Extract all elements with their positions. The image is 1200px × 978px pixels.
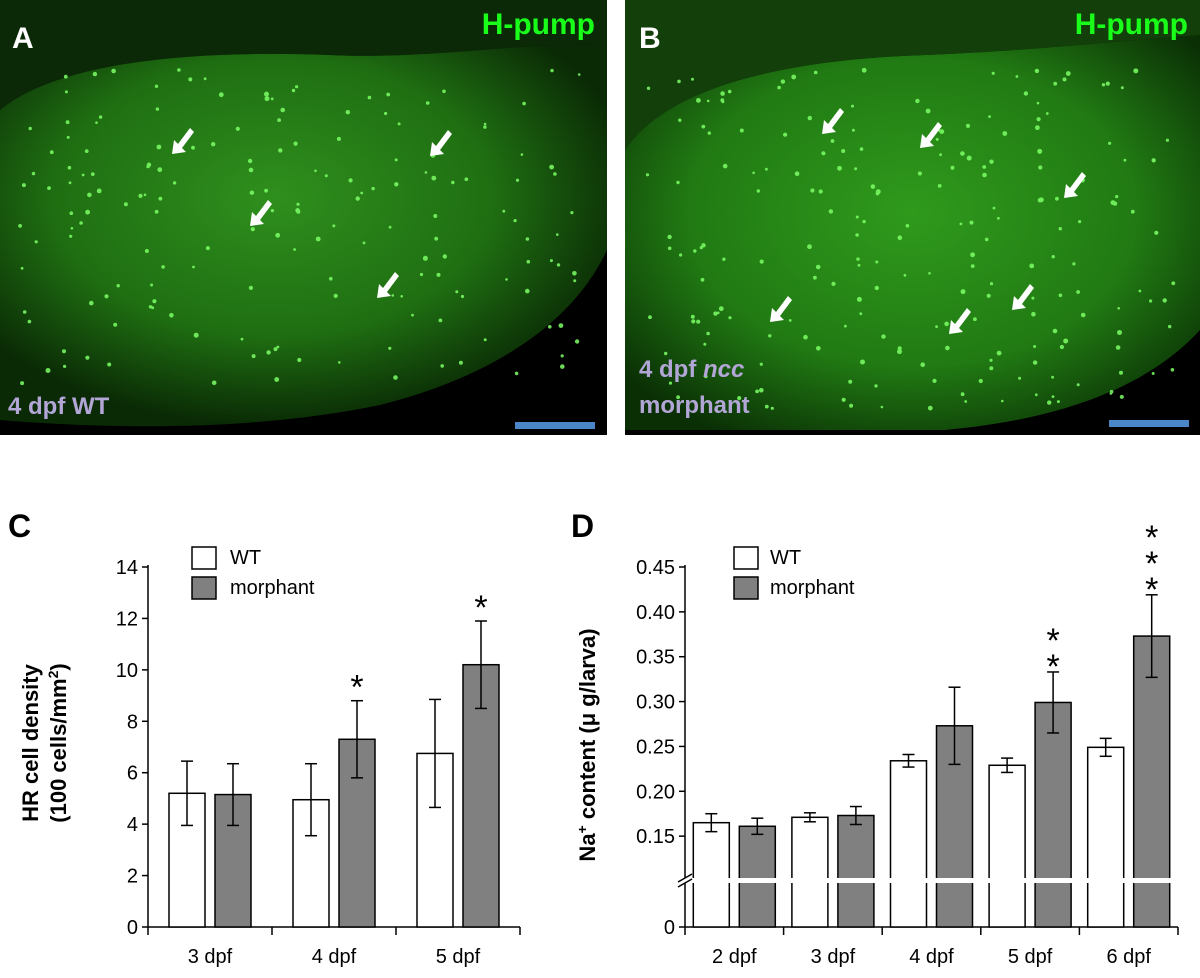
- y-tick-label: 2: [127, 866, 138, 888]
- y-tick-label: 0.15: [636, 826, 675, 848]
- micrograph-image-a: A H-pump 4 dpf WT: [0, 0, 607, 435]
- panel-a-caption: 4 dpf WT: [8, 393, 110, 420]
- x-tick-label: 2 dpf: [712, 946, 757, 968]
- y-axis-label-c: HR cell density (100 cells/mm2): [18, 663, 71, 822]
- bar-WT: [692, 821, 731, 928]
- legend-label-morphant: morphant: [230, 577, 315, 599]
- x-tick-label: 5 dpf: [436, 946, 481, 968]
- bar-WT: [889, 760, 928, 928]
- legend-swatch-morphant: [191, 576, 217, 600]
- panel-letter-a: A: [12, 22, 34, 55]
- svg-text:HR cell density: HR cell density: [18, 663, 43, 821]
- panel-a-title: H-pump: [482, 8, 595, 41]
- panel-letter-c: C: [8, 508, 31, 544]
- panel-b-title: H-pump: [1075, 8, 1188, 41]
- y-tick-label: 12: [116, 608, 138, 630]
- x-tick-label: 6 dpf: [1106, 946, 1151, 968]
- legend-label-morphant: morphant: [770, 577, 855, 599]
- micrograph-panel-a: A H-pump 4 dpf WT: [0, 0, 607, 435]
- y-tick-label: 0: [127, 917, 138, 939]
- x-tick-label: 3 dpf: [811, 946, 856, 968]
- legend-swatch-morphant: [733, 576, 759, 600]
- bar-morphant: [738, 825, 777, 928]
- y-tick-label: 10: [116, 660, 138, 682]
- arrow-icon: [770, 108, 1086, 334]
- panel-b-caption-line2: morphant: [639, 392, 750, 419]
- chart-d-svg: D Na+ content (μ g/larva) 0.15 0.20 0.25 0.…: [571, 508, 1179, 968]
- y-tick-label: 0.35: [636, 647, 675, 669]
- chart-c-svg: C HR cell density (100 cells/mm2) 0 2 4 6 8 1…: [8, 508, 521, 968]
- bar-morphant: [837, 814, 875, 928]
- axis-break-mark: [677, 878, 693, 888]
- legend-swatch-WT: [733, 546, 759, 570]
- axis-break-mark: [677, 873, 693, 883]
- x-tick-label: 3 dpf: [188, 946, 233, 968]
- panel-letter-d: D: [571, 508, 594, 544]
- bar-WT: [791, 816, 829, 928]
- y-tick-label: 0.30: [636, 692, 675, 714]
- y-tick-label: 4: [127, 814, 138, 836]
- micrograph-image-b: B H-pump 4 dpf ncc morphant: [625, 0, 1200, 435]
- y-tick-label: 6: [127, 763, 138, 785]
- significance-marker: *: [1145, 519, 1158, 557]
- panel-letter-b: B: [639, 22, 661, 55]
- y-tick-label: 0.40: [636, 602, 675, 624]
- panel-b-caption-line1: 4 dpf ncc: [639, 356, 744, 383]
- significance-marker: *: [1046, 622, 1059, 660]
- significance-marker: *: [350, 669, 363, 707]
- y-tick-label: 8: [127, 711, 138, 733]
- bar-WT: [988, 764, 1026, 928]
- scale-bar: [515, 422, 595, 429]
- bar-morphant: [1034, 701, 1072, 928]
- legend-swatch-WT: [191, 546, 217, 570]
- scale-bar: [1109, 420, 1189, 427]
- significance-marker: *: [1046, 648, 1059, 686]
- chart-d: D Na+ content (μ g/larva) 0.15 0.20 0.25 0.…: [565, 495, 1200, 978]
- bar-WT: [1086, 746, 1125, 928]
- legend-label-WT: WT: [230, 547, 261, 569]
- legend-label-WT: WT: [770, 547, 801, 569]
- significance-marker: *: [1145, 545, 1158, 583]
- arrow-icon: [172, 128, 452, 298]
- x-tick-label: 4 dpf: [312, 946, 357, 968]
- significance-marker: *: [1145, 571, 1158, 609]
- svg-text:Na+ content (μ g/larva): Na+ content (μ g/larva): [574, 628, 600, 861]
- svg-text:(100 cells/mm2): (100 cells/mm2): [45, 663, 71, 822]
- x-tick-label: 5 dpf: [1008, 946, 1053, 968]
- micrograph-panel-b: B H-pump 4 dpf ncc morphant: [625, 0, 1200, 435]
- significance-marker: *: [474, 589, 487, 627]
- y-tick-label: 0: [664, 917, 675, 939]
- y-tick-label: 14: [116, 557, 138, 579]
- y-tick-label: 0.25: [636, 736, 675, 758]
- y-tick-label: 0.45: [636, 557, 675, 579]
- y-axis-label-d: Na+ content (μ g/larva): [574, 628, 600, 861]
- x-tick-label: 4 dpf: [909, 946, 954, 968]
- axis-break-band: [677, 878, 1178, 883]
- chart-c: C HR cell density (100 cells/mm2) 0 2 4 6 8 1…: [0, 495, 600, 978]
- y-tick-label: 0.20: [636, 781, 675, 803]
- bar-morphant: [1132, 635, 1171, 928]
